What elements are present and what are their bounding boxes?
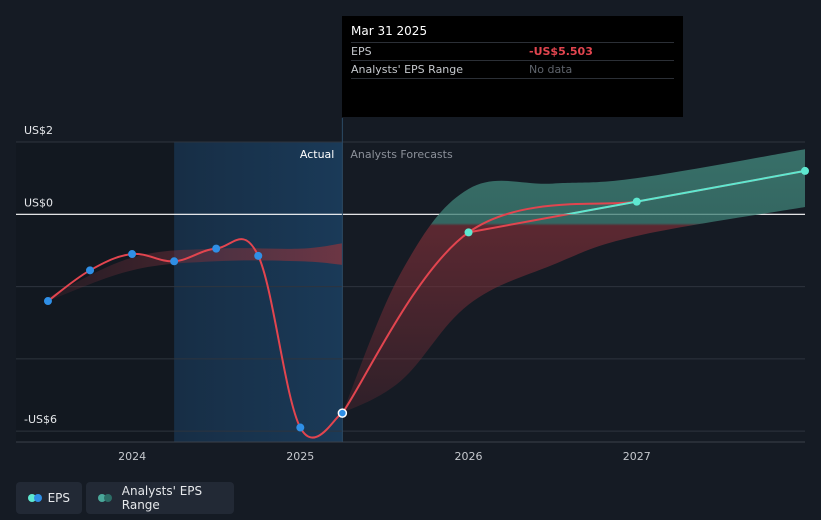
legend-range-label: Analysts' EPS Range [121,484,203,512]
tooltip: Mar 31 2025 EPS -US$5.503 Analysts' EPS … [342,16,683,117]
forecast-eps-range-band [342,149,805,414]
legend-eps-button[interactable]: EPS [16,482,82,514]
eps-actual-point [170,257,179,266]
eps-actual-point [128,250,137,259]
highlight-region [174,142,343,442]
x-tick-label: 2025 [286,450,314,463]
x-tick-label: 2026 [455,450,483,463]
tooltip-range-value: No data [529,63,573,76]
x-tick-label: 2024 [118,450,146,463]
eps-legend-icon [28,494,42,502]
eps-actual-point [43,297,52,306]
eps-actual-point [86,266,95,275]
y-tick-label: US$2 [24,124,53,137]
eps-forecast-point [801,166,809,175]
tooltip-range-row: Analysts' EPS Range No data [351,60,674,79]
eps-actual-point [254,251,263,260]
tooltip-eps-label: EPS [351,45,372,58]
eps-forecast-point [464,228,473,237]
legend-range-button[interactable]: Analysts' EPS Range [86,482,234,514]
tooltip-range-label: Analysts' EPS Range [351,63,464,76]
past-eps-range-band [47,243,343,302]
eps-actual-point [337,408,348,418]
tooltip-date: Mar 31 2025 [351,24,428,38]
past-region-shade [16,142,175,442]
eps-actual-point [212,244,221,253]
eps-forecast-point [632,197,641,206]
x-tick-label: 2027 [623,450,651,463]
tooltip-eps-value: -US$5.503 [529,45,593,58]
range-legend-icon [98,494,113,502]
tooltip-eps-row: EPS -US$5.503 [351,42,674,60]
y-tick-label: -US$6 [24,413,57,426]
eps-actual-point [296,423,305,432]
legend-eps-label: EPS [47,491,70,505]
forecast-label: Analysts Forecasts [350,148,453,161]
y-tick-label: US$0 [24,196,53,209]
actual-label: Actual [300,148,334,161]
